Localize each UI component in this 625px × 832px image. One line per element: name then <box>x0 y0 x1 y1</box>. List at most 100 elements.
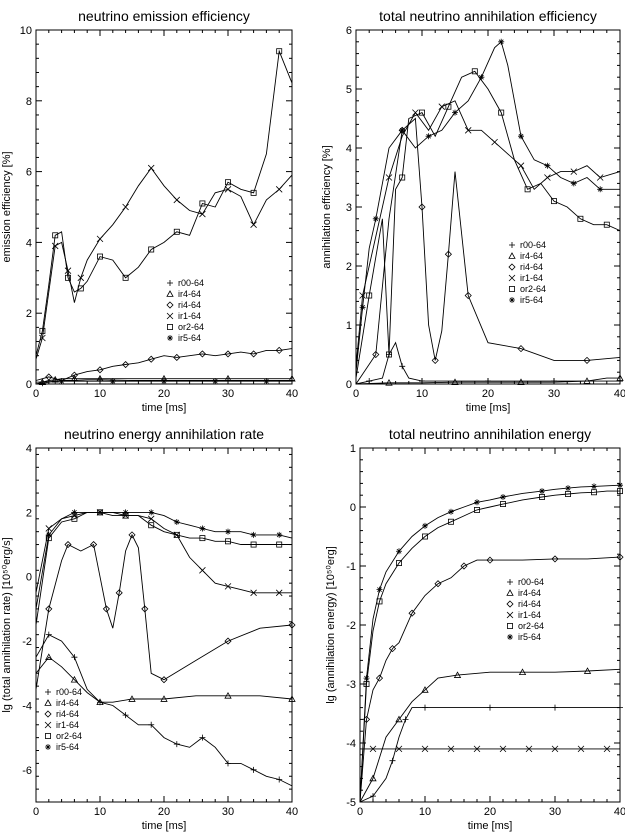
data-point <box>263 378 270 385</box>
data-point <box>464 127 472 134</box>
chart-title: neutrino energy annihilation rate <box>64 426 264 442</box>
data-point <box>445 103 452 110</box>
legend-item: r00-64 <box>509 240 546 250</box>
legend-marker <box>45 733 51 739</box>
data-point <box>148 509 155 516</box>
data-point <box>128 695 136 702</box>
data-point <box>539 494 545 500</box>
legend-marker <box>44 721 52 729</box>
legend-marker <box>44 699 52 706</box>
data-point <box>583 377 591 384</box>
plot-frame <box>355 29 621 385</box>
legend-item: ri4-64 <box>506 599 541 609</box>
legend-marker <box>509 286 515 292</box>
plot-frame <box>35 29 293 385</box>
series-ir5-64 <box>359 482 623 803</box>
series-line <box>359 707 620 803</box>
y-tick-label: 8 <box>26 96 32 108</box>
data-point <box>517 378 525 386</box>
data-point <box>551 198 557 205</box>
data-point <box>276 541 283 548</box>
data-point <box>464 291 472 300</box>
y-tick-label: 2 <box>26 507 32 519</box>
y-tick-label: 1 <box>350 443 356 455</box>
series-ir1-64 <box>360 745 620 753</box>
x-tick-label: 20 <box>484 806 496 818</box>
legend-label: ir4-64 <box>520 251 543 261</box>
y-tick-label: -3 <box>346 679 356 691</box>
data-point <box>444 250 452 258</box>
data-point <box>565 485 571 492</box>
data-point <box>500 493 506 500</box>
data-point <box>45 605 53 613</box>
data-point <box>552 704 558 711</box>
data-point <box>225 179 231 186</box>
legend-label: ir5-64 <box>518 632 541 642</box>
series-line <box>35 49 293 356</box>
y-tick-label: 3 <box>346 202 352 214</box>
data-point <box>225 760 231 767</box>
data-point <box>485 378 491 385</box>
data-point <box>460 562 468 570</box>
series-line <box>359 490 620 803</box>
legend-item: ir1-64 <box>506 610 541 620</box>
legend-item: ir5-64 <box>509 295 543 305</box>
data-point <box>109 378 116 385</box>
data-point <box>250 589 257 597</box>
data-point <box>224 350 232 358</box>
legend-label: ir4-64 <box>56 698 79 708</box>
x-tick-label: 30 <box>548 388 560 400</box>
data-point <box>250 189 257 196</box>
data-point <box>396 560 402 566</box>
y-tick-label: 10 <box>20 25 32 37</box>
legend-label: r00-64 <box>56 687 82 697</box>
series-line <box>35 378 292 385</box>
y-tick-label: 4 <box>346 143 352 155</box>
data-point <box>389 757 396 764</box>
legend-label: ir5-64 <box>520 295 543 305</box>
data-point <box>198 350 206 358</box>
data-point <box>225 528 231 535</box>
data-point <box>122 274 129 281</box>
legend-label: ri4-64 <box>56 709 79 719</box>
data-point <box>478 74 485 81</box>
series-or2-64 <box>355 68 621 379</box>
legend-item: ir4-64 <box>506 588 541 598</box>
legend-marker <box>507 623 513 629</box>
legend-item: or2-64 <box>507 621 544 631</box>
data-point <box>122 360 130 369</box>
legend-label: ir5-64 <box>56 742 79 752</box>
legend-item: r00-64 <box>167 278 204 288</box>
legend-marker <box>507 579 513 585</box>
y-tick-label: -1 <box>346 561 356 573</box>
data-point <box>395 715 403 723</box>
x-tick-label: 40 <box>614 806 625 818</box>
data-point <box>486 556 494 564</box>
data-point <box>402 716 409 723</box>
series-line <box>359 484 621 803</box>
data-point <box>70 371 78 379</box>
data-point <box>224 186 232 193</box>
data-point <box>90 540 98 549</box>
data-point <box>551 745 559 753</box>
data-point <box>491 138 498 146</box>
data-point <box>399 127 406 134</box>
data-point <box>148 522 155 529</box>
data-point <box>276 48 283 55</box>
legend-item: ri4-64 <box>508 262 543 272</box>
data-point <box>408 609 416 617</box>
data-point <box>421 745 429 753</box>
data-point <box>369 774 377 782</box>
legend-label: ir5-64 <box>178 333 201 343</box>
data-point <box>77 274 85 282</box>
data-point <box>161 378 167 385</box>
data-point <box>583 356 591 364</box>
y-tick-label: 0 <box>346 379 352 391</box>
panel-neutrino-emission-efficiency: neutrino emission efficiency 0 10 20 30 40 0 2 4… <box>1 8 298 414</box>
x-tick-label: 40 <box>286 388 298 400</box>
series-line <box>355 70 621 379</box>
legend-marker <box>508 263 516 271</box>
data-point <box>591 489 597 496</box>
data-point <box>385 174 393 181</box>
